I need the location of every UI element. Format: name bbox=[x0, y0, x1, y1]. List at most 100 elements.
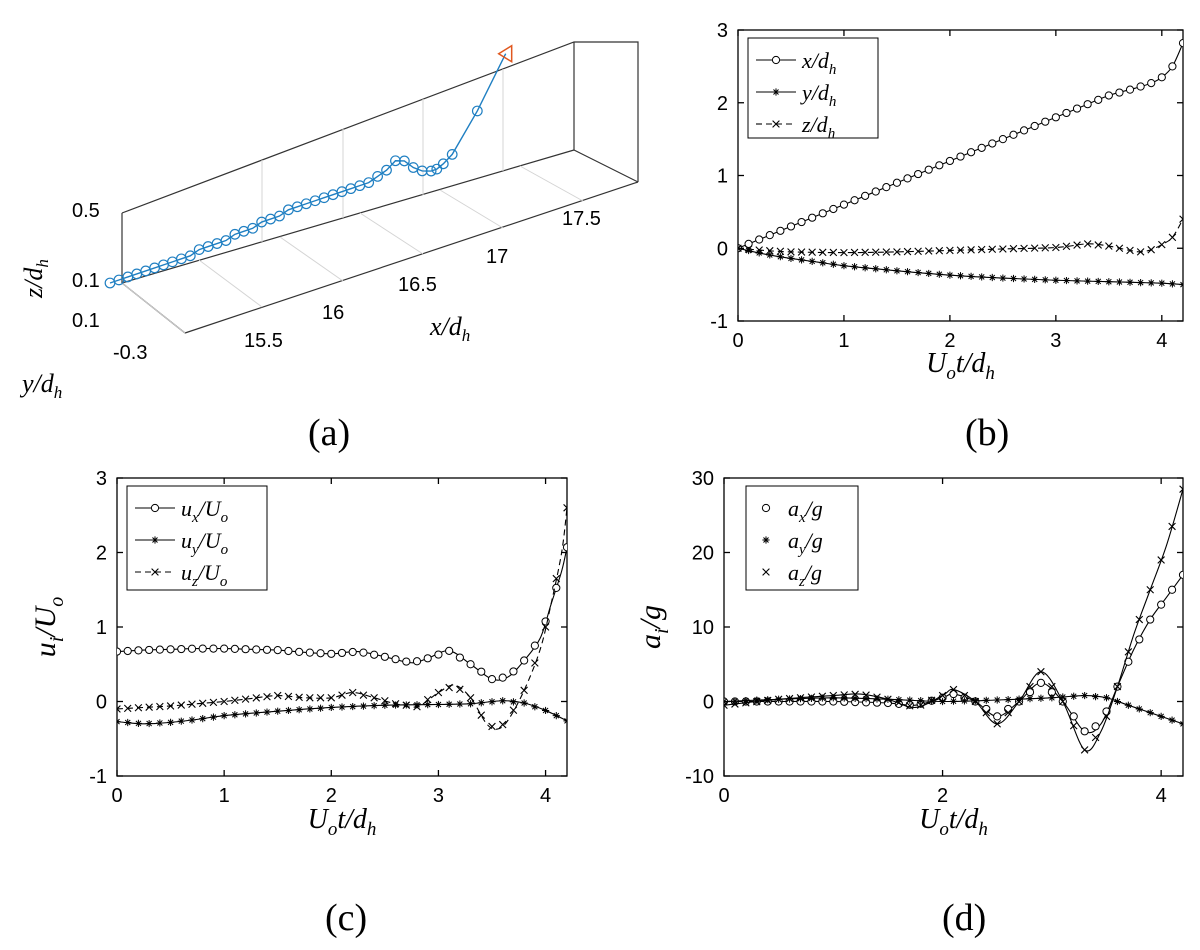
x-axis-label: Uot/dh bbox=[919, 804, 988, 840]
data-point-star bbox=[1113, 697, 1122, 706]
data-point-star bbox=[925, 269, 933, 278]
data-point-circle bbox=[808, 213, 817, 222]
data-point-circle bbox=[166, 645, 175, 654]
data-point-star bbox=[316, 704, 325, 712]
data-point-circle bbox=[220, 644, 229, 653]
data-point-circle bbox=[818, 209, 827, 218]
z-tick-label: 0.5 bbox=[72, 200, 100, 222]
data-point-cross bbox=[787, 248, 795, 256]
data-point-circle bbox=[914, 169, 923, 179]
data-point-star bbox=[840, 694, 848, 702]
data-point-star bbox=[829, 260, 837, 268]
x-tick-label: 16 bbox=[322, 302, 344, 324]
data-point-star bbox=[873, 695, 881, 703]
data-point-star bbox=[988, 273, 996, 282]
data-point-circle bbox=[1051, 113, 1060, 122]
data-point-star bbox=[477, 699, 485, 707]
grid-line bbox=[359, 212, 424, 255]
data-point-cross bbox=[738, 244, 742, 253]
data-point-star bbox=[999, 274, 1007, 282]
data-point-star bbox=[1070, 692, 1078, 700]
data-point-circle bbox=[1147, 79, 1156, 88]
data-point-star bbox=[1115, 278, 1124, 286]
y-tick-label: 1 bbox=[96, 617, 107, 639]
trajectory-series bbox=[104, 44, 513, 289]
data-point-star bbox=[520, 699, 528, 707]
data-point-star bbox=[306, 705, 314, 713]
data-point-star bbox=[424, 701, 432, 709]
data-point-star bbox=[1052, 276, 1060, 284]
data-point-circle bbox=[348, 647, 357, 657]
data-point-star bbox=[1137, 278, 1145, 287]
x-tick-label: 0 bbox=[111, 785, 122, 807]
data-point-cross bbox=[1015, 697, 1023, 706]
data-point-star bbox=[231, 711, 239, 719]
data-point-star bbox=[274, 707, 282, 715]
data-point-cross bbox=[531, 659, 539, 667]
data-point-star bbox=[499, 697, 507, 705]
data-point-cross bbox=[117, 705, 121, 713]
data-point-star bbox=[177, 717, 185, 725]
data-point-cross bbox=[850, 248, 859, 257]
data-point-cross bbox=[988, 245, 997, 254]
data-point-circle bbox=[1069, 712, 1078, 721]
legend-label: ux/Uo bbox=[181, 496, 229, 526]
data-point-cross bbox=[882, 248, 891, 256]
data-point-cross bbox=[1102, 712, 1111, 721]
data-point-star bbox=[156, 719, 164, 727]
data-point-star bbox=[882, 266, 890, 274]
trajectory-point bbox=[431, 163, 443, 175]
data-point-circle bbox=[230, 644, 239, 654]
trajectory-point bbox=[471, 105, 483, 117]
data-point-cross bbox=[742, 699, 750, 707]
data-point-cross bbox=[466, 693, 475, 702]
data-point-cross bbox=[1179, 215, 1183, 223]
data-point-cross bbox=[1126, 246, 1134, 255]
legend-label: az/g bbox=[788, 560, 822, 590]
data-point-circle bbox=[755, 235, 764, 244]
data-point-circle bbox=[241, 645, 250, 654]
data-point-star bbox=[1037, 694, 1045, 702]
data-point-star bbox=[1168, 716, 1176, 724]
data-point-star bbox=[956, 272, 965, 280]
data-point-cross bbox=[762, 568, 770, 576]
trajectory-point bbox=[363, 177, 375, 189]
data-point-star bbox=[914, 268, 922, 277]
data-point-star bbox=[1094, 277, 1102, 286]
data-point-cross bbox=[851, 690, 859, 699]
data-point-circle bbox=[1167, 585, 1177, 594]
data-point-star bbox=[978, 273, 986, 281]
data-point-circle bbox=[1019, 126, 1029, 135]
data-point-cross bbox=[916, 701, 925, 709]
data-point-circle bbox=[1091, 722, 1100, 731]
data-point-star bbox=[295, 706, 303, 714]
data-point-cross bbox=[840, 248, 848, 257]
grid-line bbox=[198, 259, 263, 308]
series-line bbox=[117, 507, 567, 730]
data-point-star bbox=[1158, 279, 1166, 287]
x-tick-label: 2 bbox=[937, 785, 948, 807]
data-point-circle bbox=[380, 652, 389, 661]
data-point-cross bbox=[123, 704, 132, 713]
data-point-star bbox=[1168, 280, 1176, 288]
data-point-cross bbox=[1062, 242, 1071, 251]
data-point-cross bbox=[563, 504, 567, 512]
data-point-circle bbox=[520, 656, 529, 665]
data-point-circle bbox=[262, 645, 272, 654]
data-point-circle bbox=[359, 648, 368, 657]
data-point-cross bbox=[1048, 682, 1056, 691]
data-point-star bbox=[1062, 276, 1071, 285]
legend: x/dhy/dhz/dh bbox=[747, 37, 879, 142]
box-back-top bbox=[121, 41, 639, 214]
data-point-star bbox=[1157, 712, 1165, 720]
data-point-circle bbox=[829, 204, 838, 214]
data-point-cross bbox=[999, 245, 1007, 253]
data-point-star bbox=[466, 700, 475, 708]
data-point-cross bbox=[862, 691, 870, 699]
data-point-star bbox=[1135, 705, 1143, 713]
data-point-cross bbox=[166, 702, 175, 710]
data-point-cross bbox=[391, 699, 400, 708]
data-point-cross bbox=[938, 691, 947, 700]
data-point-star bbox=[124, 718, 132, 727]
data-point-cross bbox=[840, 691, 849, 699]
